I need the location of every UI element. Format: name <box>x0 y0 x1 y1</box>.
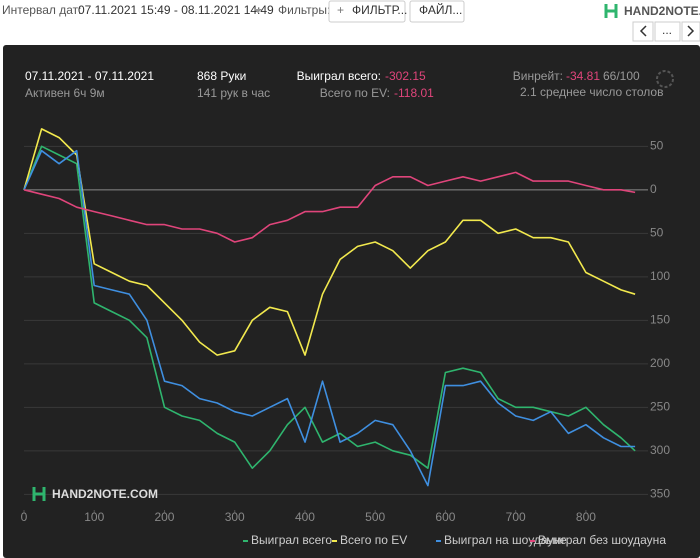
logo-icon <box>604 4 618 18</box>
won: -302.15 <box>385 69 426 83</box>
y-tick-label: 50 <box>650 138 664 152</box>
x-tick-label: 400 <box>295 510 315 524</box>
x-tick-label: 300 <box>225 510 245 524</box>
watermark: HAND2NOTE.COM <box>52 487 158 501</box>
filters-label: Фильтры: <box>278 3 330 17</box>
winrate: -34.81 <box>566 69 600 83</box>
logo: HAND2NOTE.COM <box>624 4 700 18</box>
series-line <box>23 171 636 243</box>
x-tick-label: 100 <box>84 510 104 524</box>
legend-label: Выиграл без шоудауна <box>538 533 666 547</box>
ev: -118.01 <box>394 86 434 100</box>
winrate-unit: 66/100 <box>603 69 640 83</box>
active-time: Активен 6ч 9м <box>25 86 105 100</box>
period: 07.11.2021 - 07.11.2021 <box>25 69 154 83</box>
settings-icon[interactable] <box>656 70 674 88</box>
plus-icon: + <box>337 3 344 17</box>
interval-label: Интервал дат: <box>2 3 81 17</box>
hands: 868 Руки <box>197 69 246 83</box>
series-line <box>23 149 636 487</box>
chart-panel <box>3 45 700 558</box>
y-tick-label: 0 <box>650 182 657 196</box>
won-label: Выиграл всего: <box>297 69 381 83</box>
y-tick-label: 300 <box>650 443 670 457</box>
winrate-label: Винрейт: <box>513 69 563 83</box>
y-tick-label: 150 <box>650 313 670 327</box>
file-button[interactable] <box>409 0 465 23</box>
forward-button[interactable] <box>681 21 700 42</box>
x-tick-label: 800 <box>576 510 596 524</box>
y-tick-label: 350 <box>650 487 670 501</box>
series-line <box>23 128 636 356</box>
x-tick-label: 200 <box>154 510 174 524</box>
filter-button[interactable] <box>328 0 406 23</box>
dropdown-arrow[interactable] <box>254 9 262 13</box>
hands-per-hour: 141 рук в час <box>197 86 270 100</box>
y-tick-label: 50 <box>650 225 664 239</box>
series-line <box>23 145 636 469</box>
legend-label: Выиграл всего <box>251 533 332 547</box>
tables: 2.1 среднее число столов <box>520 85 663 99</box>
x-tick-label: 0 <box>21 510 28 524</box>
x-tick-label: 500 <box>365 510 385 524</box>
y-tick-label: 200 <box>650 356 670 370</box>
ev-label: Всего по EV: <box>320 86 390 100</box>
y-tick-label: 250 <box>650 400 670 414</box>
forward-icon <box>687 25 695 37</box>
back-button[interactable] <box>632 21 654 42</box>
more-label: ... <box>662 23 672 37</box>
file-button-label: ФАЙЛ... <box>419 2 462 17</box>
legend-label: Всего по EV <box>340 533 407 547</box>
legend-label: Выиграл на шоудауне <box>444 533 567 547</box>
y-tick-label: 100 <box>650 269 670 283</box>
back-icon <box>639 25 647 37</box>
x-tick-label: 600 <box>435 510 455 524</box>
watermark-icon <box>32 487 46 501</box>
interval-value[interactable]: 07.11.2021 15:49 - 08.11.2021 14:49 <box>78 3 274 17</box>
more-button[interactable] <box>654 21 681 42</box>
x-tick-label: 700 <box>506 510 526 524</box>
filter-button-label: ФИЛЬТР... <box>352 3 407 17</box>
